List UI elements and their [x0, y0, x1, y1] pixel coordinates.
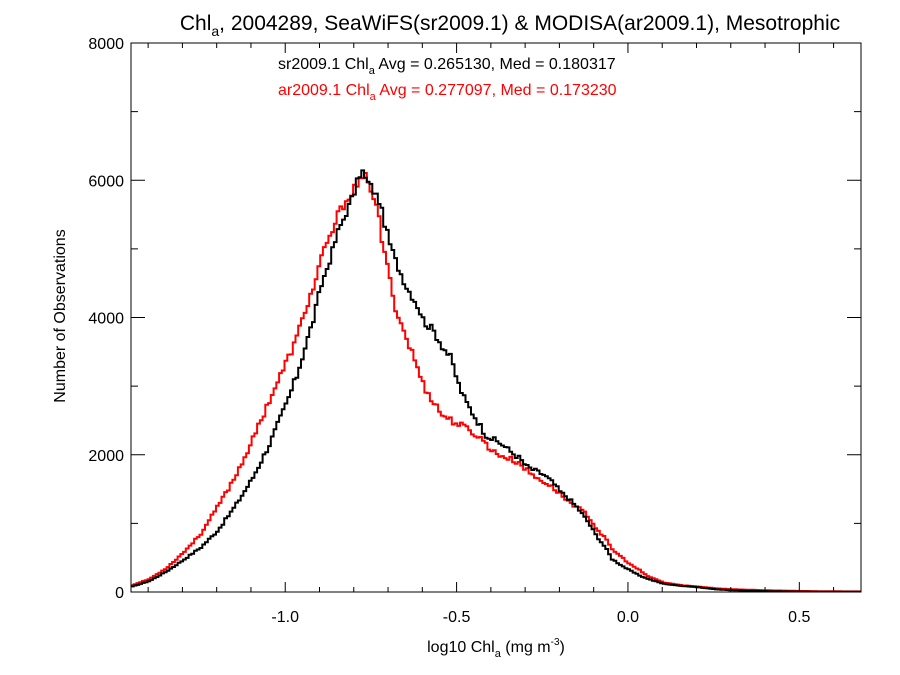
y-tick-label: 4000: [88, 311, 124, 328]
ar-stat-subscript: a: [370, 91, 377, 103]
x-tick-label: -1.0: [271, 609, 299, 626]
x-tick-label: 0.0: [617, 609, 639, 626]
y-axis-title: Number of Observations: [52, 229, 69, 402]
ar-stat-suffix: Avg = 0.277097, Med = 0.173230: [376, 82, 617, 99]
x-axis-title-prefix: log10 Chl: [427, 639, 495, 656]
x-axis-title-middle: (mg m: [501, 639, 551, 656]
x-axis-title-superscript: -3: [551, 637, 560, 648]
chart-title-subscript: a: [211, 23, 219, 39]
chart-title: Chla, 2004289, SeaWiFS(sr2009.1) & MODIS…: [180, 12, 840, 39]
y-tick-label: 6000: [88, 173, 124, 190]
axes-layer: -1.0 -0.5 0.0 0.5 0 2000 4000 6000 8000: [88, 36, 862, 626]
x-axis-title: log10 Chla (mg m-3): [427, 637, 565, 660]
sr-stat-suffix: Avg = 0.265130, Med = 0.180317: [375, 56, 616, 73]
sr-stat-subscript: a: [369, 65, 376, 77]
ar-stat-prefix: ar2009.1 Chl: [278, 82, 370, 99]
plot-layer: [131, 169, 861, 592]
x-axis-title-suffix: ): [560, 639, 565, 656]
y-tick-label: 2000: [88, 448, 124, 465]
ar-statistics-annotation: ar2009.1 Chla Avg = 0.277097, Med = 0.17…: [278, 82, 617, 103]
x-axis-title-subscript: a: [495, 648, 502, 660]
chart-title-suffix: , 2004289, SeaWiFS(sr2009.1) & MODISA(ar…: [219, 12, 840, 35]
x-tick-label: 0.5: [788, 609, 810, 626]
y-tick-label: 8000: [88, 36, 124, 53]
sr-statistics-annotation: sr2009.1 Chla Avg = 0.265130, Med = 0.18…: [278, 56, 616, 77]
x-tick-label: -0.5: [443, 609, 471, 626]
sr-stat-prefix: sr2009.1 Chl: [278, 56, 369, 73]
y-tick-label: 0: [115, 585, 124, 602]
histogram-series-0: [131, 169, 861, 592]
chart-title-prefix: Chl: [180, 12, 212, 35]
